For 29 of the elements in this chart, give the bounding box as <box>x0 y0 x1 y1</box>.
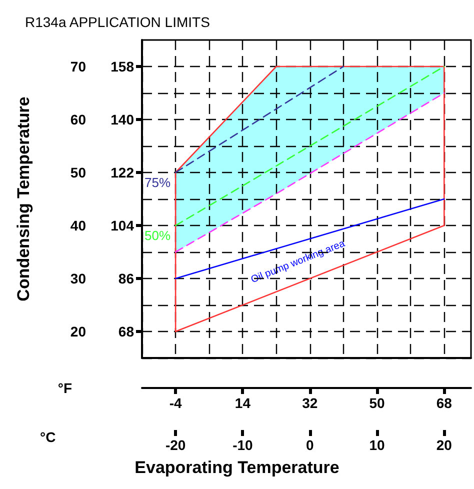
y-tick-label: 30 <box>70 270 86 286</box>
x-tick-label: 0 <box>306 437 314 453</box>
x2-tick-label: 32 <box>302 395 318 411</box>
y-tick-label: 50 <box>70 164 86 180</box>
text: °C <box>40 429 56 445</box>
y-tick-label: 60 <box>70 112 86 128</box>
series-label: 75% <box>144 175 171 190</box>
y-axis-title: Condensing Temperature <box>14 96 33 302</box>
y2-tick-label: 68 <box>118 324 134 340</box>
y2-tick-label: 158 <box>110 58 134 74</box>
chart-title: R134a APPLICATION LIMITS <box>25 14 210 30</box>
y-tick-label: 20 <box>70 324 86 340</box>
x-axis-title: Evaporating Temperature <box>134 458 340 477</box>
y2-tick-label: 122 <box>110 164 134 180</box>
y2-tick-label: 104 <box>110 218 134 234</box>
x-tick-label: -10 <box>232 437 254 453</box>
x2-tick-label: -4 <box>169 395 182 411</box>
x2-tick-label: 68 <box>436 395 452 411</box>
x2-axis-title: °F <box>58 380 72 396</box>
x2-tick-label: 14 <box>234 395 251 411</box>
y2-tick-label: 140 <box>110 112 134 128</box>
x-tick-label: -20 <box>165 437 186 453</box>
y-tick-label: 40 <box>70 218 86 234</box>
x-tick-label: 20 <box>436 437 452 453</box>
y2-tick-label: 86 <box>118 270 134 286</box>
series-label: 50% <box>144 228 171 243</box>
y-tick-label: 70 <box>70 58 86 74</box>
x2-tick-label: 50 <box>369 395 385 411</box>
x-tick-label: 10 <box>369 437 385 453</box>
